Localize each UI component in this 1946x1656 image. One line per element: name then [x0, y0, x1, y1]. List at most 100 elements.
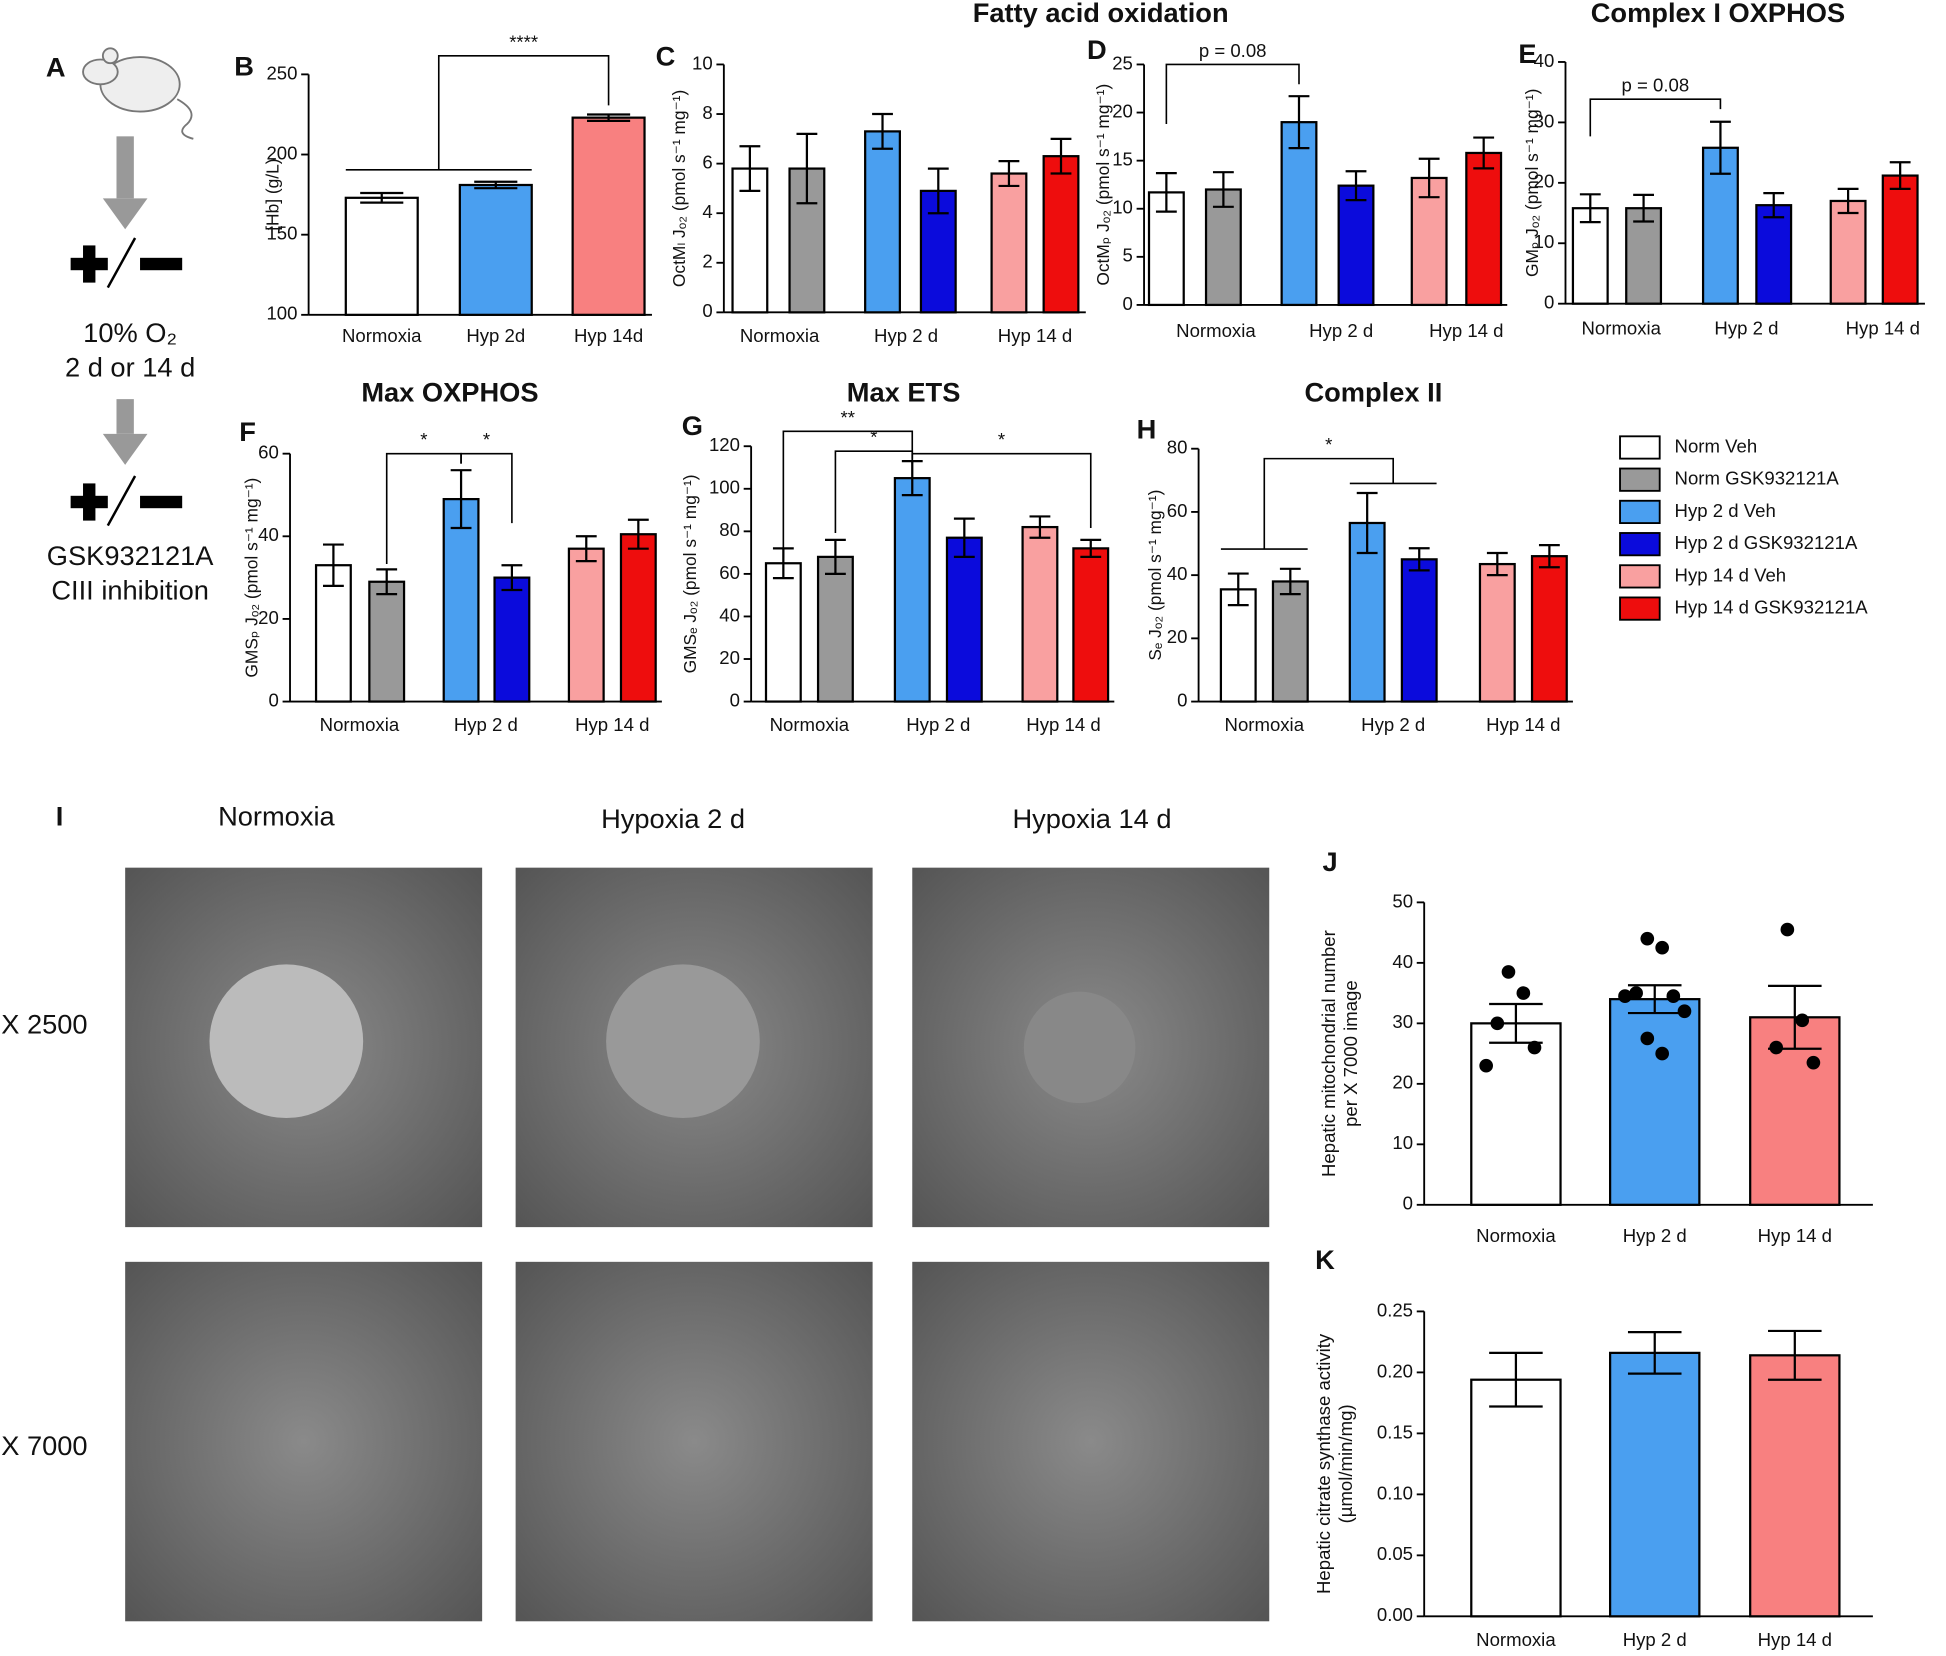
- x-tick-label: Hyp 14 d: [1758, 1629, 1832, 1650]
- y-tick-label: 8: [702, 102, 712, 123]
- x-tick-label: Hyp 2 d: [1361, 714, 1425, 735]
- bar: [945, 536, 983, 703]
- chart-title: Max ETS: [847, 376, 961, 407]
- x-tick-label: Hyp 2 d: [1623, 1629, 1687, 1650]
- panel-label: D: [1087, 34, 1107, 65]
- data-point: [1655, 1046, 1669, 1061]
- micrograph: [125, 1261, 483, 1622]
- y-tick-label: 0.10: [1377, 1482, 1413, 1503]
- data-point: [1490, 1016, 1505, 1031]
- bracket: [1589, 98, 1722, 137]
- bar: [990, 172, 1028, 314]
- bar: [1749, 1354, 1841, 1618]
- x-tick-label: Hyp 14d: [574, 325, 643, 346]
- y-tick-label: 20: [1112, 100, 1133, 121]
- x-tick-label: Normoxia: [1582, 318, 1662, 339]
- x-tick-label: Normoxia: [1476, 1629, 1556, 1650]
- x-tick-label: Normoxia: [342, 325, 422, 346]
- y-tick-label: 20: [1534, 171, 1555, 192]
- y-tick-label: 200: [266, 142, 297, 163]
- panel-label: J: [1323, 846, 1338, 877]
- bar: [442, 497, 480, 703]
- bar: [1337, 184, 1375, 307]
- y-tick-label: 250: [266, 62, 297, 83]
- y-tick-label: 10: [1392, 1132, 1413, 1153]
- bar: [1072, 547, 1110, 703]
- y-tick-label: 20: [258, 607, 279, 628]
- bar: [1021, 525, 1059, 703]
- row-label: X 2500: [1, 1009, 87, 1040]
- bar: [1881, 174, 1919, 305]
- y-tick-label: 80: [719, 519, 740, 540]
- y-axis-label: Hepatic citrate synthase activity: [1313, 1333, 1334, 1594]
- x-tick-label: Normoxia: [740, 325, 820, 346]
- y-tick-label: 100: [709, 477, 740, 498]
- y-axis-label: Sₑ Jₒ₂ (pmol s⁻¹ mg⁻¹): [1145, 490, 1165, 661]
- y-tick-label: 80: [1167, 437, 1188, 458]
- x-tick-label: Hyp 14 d: [1026, 714, 1100, 735]
- y-axis-label: GMSₑ Jₒ₂ (pmol s⁻¹ mg⁻¹): [680, 474, 700, 673]
- micrograph: [515, 1261, 873, 1622]
- x-tick-label: Normoxia: [770, 714, 850, 735]
- x-tick-label: Hyp 14 d: [1486, 714, 1560, 735]
- chart-title: Complex I OXPHOS: [1591, 0, 1845, 28]
- x-tick-label: Hyp 2 d: [454, 714, 518, 735]
- plus-minus-icon: [70, 237, 183, 527]
- bar: [1829, 199, 1867, 305]
- x-tick-label: Hyp 2 d: [1714, 318, 1778, 339]
- x-tick-label: Hyp 14 d: [1429, 320, 1503, 341]
- column-label: Hypoxia 14 d: [1012, 803, 1171, 834]
- arrow: [102, 136, 148, 465]
- bar: [1608, 1351, 1701, 1618]
- column-label: Normoxia: [218, 800, 335, 831]
- y-tick-label: 50: [1392, 890, 1413, 911]
- bar: [567, 547, 605, 703]
- bar: [1530, 555, 1568, 703]
- data-point: [1677, 1004, 1692, 1019]
- column-label: Hypoxia 2 d: [601, 803, 745, 834]
- bar: [1042, 155, 1080, 314]
- bar: [1571, 207, 1609, 305]
- bar: [1400, 558, 1438, 703]
- y-tick-label: 20: [719, 647, 740, 668]
- y-tick-label: 40: [1534, 50, 1555, 71]
- bar: [1470, 1378, 1562, 1618]
- y-axis-label: GMSₚ Jₒ₂ (pmol s⁻¹ mg⁻¹): [241, 478, 261, 678]
- row-label: X 7000: [1, 1430, 87, 1461]
- data-point: [1795, 1013, 1810, 1028]
- y-tick-label: 15: [1112, 149, 1133, 170]
- panel-label: F: [239, 416, 256, 447]
- bracket: [1263, 457, 1395, 550]
- y-tick-label: 40: [719, 604, 740, 625]
- legend-label: Norm GSK932121A: [1675, 468, 1840, 489]
- y-tick-label: 6: [702, 152, 712, 173]
- legend-label: Hyp 14 d GSK932121A: [1675, 597, 1869, 618]
- legend-swatch: [1619, 596, 1661, 621]
- panel-label: K: [1315, 1244, 1335, 1275]
- legend-label: Hyp 2 d Veh: [1675, 500, 1776, 521]
- bar: [1410, 176, 1448, 307]
- x-tick-label: Hyp 14 d: [1758, 1225, 1832, 1246]
- annotation: *: [1325, 434, 1332, 455]
- bar: [344, 196, 419, 316]
- chart-title: Max OXPHOS: [361, 376, 538, 407]
- panel-label: E: [1518, 38, 1536, 69]
- y-tick-label: 0: [1544, 292, 1554, 313]
- bar: [571, 116, 646, 316]
- bar: [1608, 998, 1701, 1206]
- y-tick-label: 0: [1123, 293, 1133, 314]
- bar: [764, 562, 802, 703]
- y-axis-label: [Hb] (g/L): [262, 158, 282, 230]
- legend-swatch: [1619, 467, 1661, 492]
- chart-title: Fatty acid oxidation: [973, 0, 1229, 28]
- y-tick-label: 0: [1403, 1193, 1413, 1214]
- x-tick-label: Normoxia: [320, 714, 400, 735]
- data-point: [1479, 1058, 1493, 1073]
- bar: [1478, 562, 1516, 703]
- legend-label: Hyp 14 d Veh: [1675, 564, 1787, 585]
- annotation: p = 0.08: [1622, 75, 1690, 96]
- x-tick-label: Hyp 14 d: [575, 714, 649, 735]
- chart-title: Complex II: [1304, 376, 1442, 407]
- bar: [731, 167, 769, 314]
